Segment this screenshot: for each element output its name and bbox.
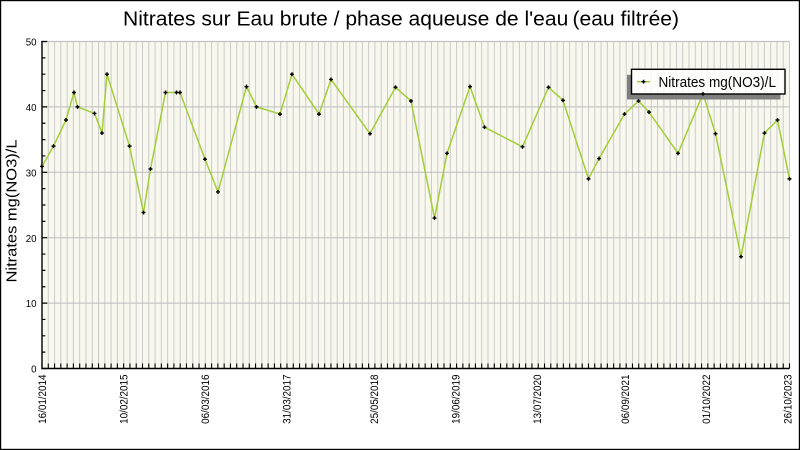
svg-text:25/05/2018: 25/05/2018 (369, 375, 381, 424)
svg-text:50: 50 (26, 37, 37, 49)
svg-text:31/03/2017: 31/03/2017 (281, 375, 293, 424)
svg-text:0: 0 (31, 364, 37, 376)
svg-text:30: 30 (26, 167, 37, 179)
svg-text:06/03/2016: 06/03/2016 (200, 375, 212, 424)
svg-text:Nitrates sur Eau brute / phase: Nitrates sur Eau brute / phase aqueuse d… (123, 8, 679, 31)
svg-text:19/06/2019: 19/06/2019 (451, 375, 463, 424)
svg-text:Nitrates mg(NO3)/L: Nitrates mg(NO3)/L (4, 140, 21, 283)
svg-text:20: 20 (26, 233, 37, 245)
svg-text:10: 10 (26, 298, 37, 310)
svg-text:Nitrates mg(NO3)/L: Nitrates mg(NO3)/L (659, 75, 777, 91)
svg-text:40: 40 (26, 102, 37, 114)
svg-text:13/07/2020: 13/07/2020 (532, 375, 544, 424)
svg-text:26/10/2023: 26/10/2023 (783, 375, 795, 424)
svg-text:10/02/2015: 10/02/2015 (119, 375, 131, 424)
svg-text:01/10/2022: 01/10/2022 (701, 375, 713, 424)
svg-text:06/09/2021: 06/09/2021 (620, 375, 632, 424)
svg-text:16/01/2014: 16/01/2014 (37, 375, 49, 424)
